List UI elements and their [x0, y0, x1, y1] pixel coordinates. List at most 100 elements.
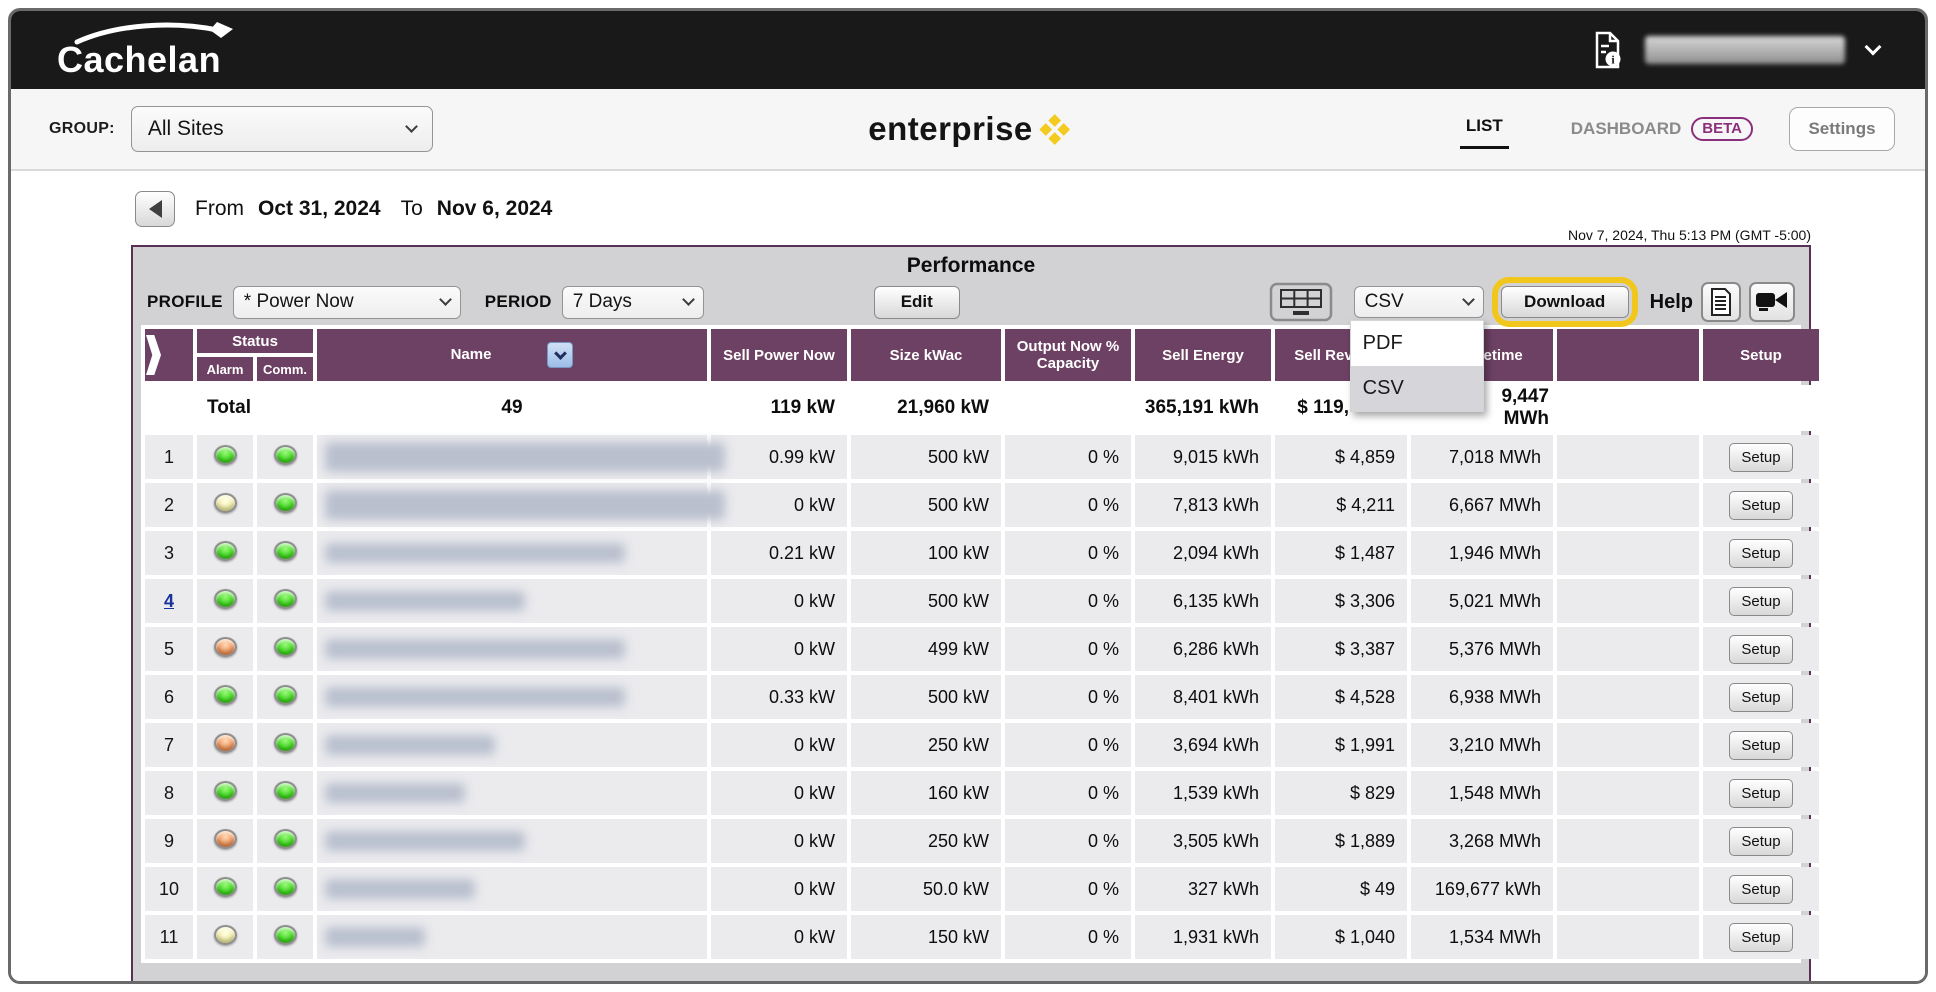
name-sort-button[interactable] [547, 342, 574, 368]
site-name-blur [325, 543, 625, 563]
download-button[interactable]: Download [1500, 286, 1629, 318]
format-select[interactable]: CSV [1353, 286, 1484, 318]
format-option-csv[interactable]: CSV [1350, 366, 1483, 411]
comm-led [273, 684, 297, 705]
logo-swoosh-icon [74, 22, 233, 45]
site-name-blur [325, 639, 625, 659]
site-name-blur [325, 783, 465, 803]
cell-sell-energy: 3,505 kWh [1135, 819, 1271, 863]
cell-output-capacity: 0 % [1005, 483, 1131, 527]
cell-setup: Setup [1703, 675, 1819, 719]
chevron-down-icon [681, 293, 695, 306]
profile-select[interactable]: * Power Now [232, 285, 461, 319]
performance-table: Status Name Sell Power Now Size kWac Out… [141, 325, 1823, 963]
period-label: PERIOD [484, 292, 552, 311]
total-size: 21,960 kW [851, 385, 1001, 431]
cell-site-name [317, 435, 725, 479]
sort-chevron-icon [554, 346, 567, 360]
header-empty [1557, 329, 1699, 381]
cell-alarm-status [197, 483, 253, 527]
help-video-icon[interactable] [1749, 282, 1795, 322]
setup-button[interactable]: Setup [1729, 826, 1793, 856]
cell-empty [1557, 579, 1699, 623]
header-status: Status [197, 329, 313, 353]
cell-setup: Setup [1703, 723, 1819, 767]
alarm-led [213, 924, 237, 945]
comm-led [273, 924, 297, 945]
row-number: 9 [163, 830, 174, 851]
table-row: 1 0.99 kW 500 kW 0 % 9,015 kWh $ 4,859 7… [145, 435, 1819, 479]
table-row: 4 0 kW 500 kW 0 % 6,135 kWh $ 3,306 5,02… [145, 579, 1819, 623]
tab-dashboard-label: DASHBOARD [1570, 119, 1682, 138]
expand-arrow-icon [146, 335, 161, 375]
alarm-led [213, 636, 237, 657]
content-header: From Oct 31, 2024 To Nov 6, 2024 Nov 7, … [131, 181, 1811, 245]
cell-sell-energy: 7,813 kWh [1135, 483, 1271, 527]
account-name-redacted[interactable] [1645, 36, 1845, 64]
format-option-pdf[interactable]: PDF [1362, 332, 1403, 354]
setup-button[interactable]: Setup [1729, 682, 1793, 712]
setup-button[interactable]: Setup [1729, 874, 1793, 904]
cell-sell-revenue: $ 3,387 [1275, 627, 1407, 671]
edit-button[interactable]: Edit [873, 285, 960, 319]
setup-button[interactable]: Setup [1729, 442, 1793, 472]
setup-button[interactable]: Setup [1729, 490, 1793, 520]
report-info-icon[interactable]: i [1593, 31, 1623, 69]
cell-size-kwac: 100 kW [851, 531, 1001, 575]
cell-sell-energy: 1,931 kWh [1135, 915, 1271, 959]
table-body: Total 49 119 kW 21,960 kW 365,191 kWh $ … [145, 385, 1819, 959]
setup-button[interactable]: Setup [1729, 922, 1793, 952]
table-view-icon[interactable] [1256, 282, 1346, 322]
cell-row-number: 4 [145, 579, 193, 623]
cell-sell-power-now: 0 kW [711, 915, 847, 959]
profile-select-value: * Power Now [243, 291, 354, 312]
group-select[interactable]: All Sites [130, 106, 433, 152]
format-menu: PDF CSV [1349, 320, 1484, 412]
account-chevron-down-icon[interactable] [1864, 38, 1882, 56]
total-setup-empty [1703, 385, 1819, 431]
cell-sell-power-now: 0.33 kW [711, 675, 847, 719]
cell-row-number: 11 [145, 915, 193, 959]
cell-comm-status [257, 531, 313, 575]
current-timestamp: Nov 7, 2024, Thu 5:13 PM (GMT -5:00) [1567, 227, 1811, 243]
topbar: Cachelan i [11, 11, 1925, 89]
tab-dashboard[interactable]: DASHBOARD BETA [1571, 117, 1753, 141]
cell-setup: Setup [1703, 771, 1819, 815]
date-back-button[interactable] [135, 191, 175, 227]
cell-comm-status [257, 867, 313, 911]
cachelan-logo[interactable]: Cachelan [57, 19, 233, 81]
cell-empty [1557, 483, 1699, 527]
comm-led [273, 540, 297, 561]
row-number[interactable]: 4 [163, 590, 174, 611]
cell-sell-power-now: 0.21 kW [711, 531, 847, 575]
cell-lifetime: 1,548 MWh [1411, 771, 1553, 815]
period-select[interactable]: 7 Days [561, 285, 704, 319]
help-document-icon[interactable] [1701, 282, 1741, 322]
cell-empty [1557, 627, 1699, 671]
svg-text:i: i [1611, 53, 1615, 67]
row-number: 10 [158, 878, 180, 899]
setup-button[interactable]: Setup [1729, 778, 1793, 808]
setup-button[interactable]: Setup [1729, 634, 1793, 664]
settings-button[interactable]: Settings [1789, 107, 1895, 151]
cell-size-kwac: 160 kW [851, 771, 1001, 815]
cell-site-name [317, 723, 707, 767]
site-name-blur [325, 927, 425, 947]
cell-comm-status [257, 675, 313, 719]
cell-setup: Setup [1703, 531, 1819, 575]
setup-button[interactable]: Setup [1729, 730, 1793, 760]
row-number: 6 [163, 686, 174, 707]
header-sell-energy: Sell Energy [1135, 329, 1271, 381]
cell-setup: Setup [1703, 579, 1819, 623]
cell-row-number: 8 [145, 771, 193, 815]
site-name-blur [325, 591, 525, 611]
tab-list[interactable]: LIST [1459, 110, 1509, 149]
setup-button[interactable]: Setup [1729, 538, 1793, 568]
chevron-down-icon [438, 293, 452, 306]
cell-comm-status [257, 819, 313, 863]
cell-setup: Setup [1703, 819, 1819, 863]
cell-output-capacity: 0 % [1005, 435, 1131, 479]
setup-button[interactable]: Setup [1729, 586, 1793, 616]
site-name-blur [325, 687, 625, 707]
cell-output-capacity: 0 % [1005, 819, 1131, 863]
